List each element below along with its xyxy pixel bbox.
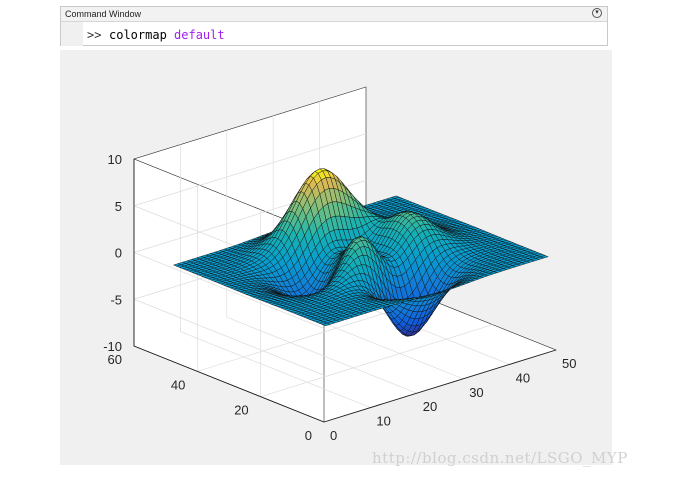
surface-plot: 0 10 20 30 40 50 0 20 40 60-10 -5 0 5 10 (103, 86, 576, 443)
y-axis-line (133, 345, 325, 423)
command-line[interactable]: >> colormap default (61, 22, 607, 46)
grid-line-z (133, 298, 325, 376)
command-argument: default (174, 28, 225, 42)
z-tick-label: 5 (115, 199, 122, 214)
grid-line-y (260, 324, 493, 398)
chevron-down-icon[interactable]: ▾ (592, 8, 602, 18)
z-tick-label: 10 (108, 152, 122, 167)
x-axis-line (323, 349, 557, 423)
z-tick-label: -5 (110, 292, 122, 307)
command-keyword: colormap (109, 28, 167, 42)
grid-line-x (226, 316, 417, 394)
axis-ticks: 0 10 20 30 40 50 0 20 40 60-10 -5 0 5 10 (103, 152, 576, 443)
command-gutter (61, 22, 83, 46)
x-tick-label: 20 (423, 399, 437, 414)
axes-box (133, 86, 557, 423)
grid-line-x (180, 331, 371, 408)
surface-patch (539, 255, 549, 259)
x-tick-label: 30 (469, 385, 483, 400)
watermark: http://blog.csdn.net/LSGO_MYP (372, 449, 628, 467)
command-window-titlebar: Command Window ▾ (61, 7, 607, 22)
z-tick-label: -10 (103, 339, 122, 354)
y-tick-label: 0 (305, 428, 312, 443)
x-tick-label: 40 (516, 370, 530, 385)
command-input[interactable]: colormap default (109, 28, 225, 42)
y-tick-label: 20 (234, 403, 248, 418)
x-tick-label: 10 (376, 414, 390, 429)
figure-window: 0 10 20 30 40 50 0 20 40 60 -10 -5 0 5 10 (60, 50, 612, 465)
y-tick-label: 60 (108, 352, 122, 367)
grid-line-z (133, 252, 325, 329)
x-tick-label: 0 (330, 428, 337, 443)
surface-mesh (172, 168, 549, 337)
command-window-title: Command Window (65, 9, 142, 19)
y-tick-label: 40 (171, 377, 185, 392)
z-tick-label: 0 (115, 246, 122, 261)
command-prompt: >> (87, 28, 102, 42)
command-window[interactable]: Command Window ▾ >> colormap default (60, 6, 608, 46)
x-tick-label: 50 (562, 356, 576, 371)
grid-line-z (133, 133, 367, 207)
